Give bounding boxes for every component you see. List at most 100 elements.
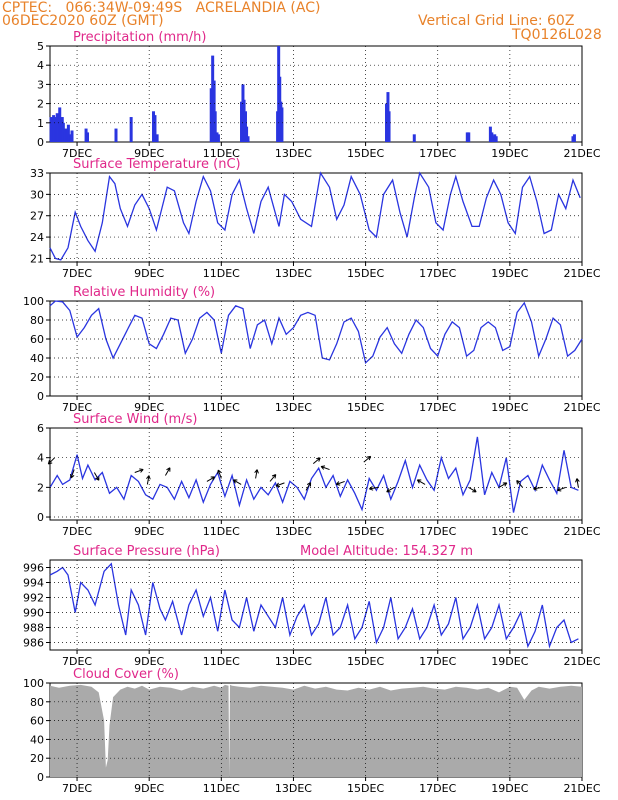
panel-title-pressure: Surface Pressure (hPa) (73, 544, 220, 559)
x-tick-label: 19DEC (491, 655, 528, 668)
precip-bar (114, 128, 118, 142)
plot-frame (49, 300, 583, 397)
precip-bar (216, 134, 220, 142)
x-tick-label: 7DEC (62, 147, 92, 160)
x-tick-label: 19DEC (491, 401, 528, 414)
wind-arrow-icon (305, 482, 312, 491)
x-tick-label: 15DEC (347, 401, 384, 414)
x-tick-label: 17DEC (419, 147, 456, 160)
wind-arrow-icon (47, 457, 56, 465)
plot-frame (49, 427, 583, 521)
x-tick-label: 21DEC (563, 655, 600, 668)
wind-arrow-icon (363, 455, 372, 463)
temp-series-line (49, 171, 581, 261)
precip-bar (467, 132, 471, 142)
panel-pressure: Surface Pressure (hPa) Model Altitude: 15… (23, 544, 601, 668)
wind-arrow-icon (575, 478, 580, 488)
x-tick-label: 15DEC (347, 147, 384, 160)
x-tick-label: 13DEC (275, 782, 312, 795)
y-tick-label: 2 (37, 481, 44, 494)
y-tick-label: 996 (23, 562, 44, 575)
panel-cloud: Cloud Cover (%) 0 20 40 60 80 100 7DEC 9DEC 11DEC… (23, 667, 601, 795)
y-tick-label: 2 (37, 98, 44, 111)
x-tick-label: 11DEC (203, 525, 240, 538)
x-tick-label: 15DEC (347, 525, 384, 538)
y-tick-label: 988 (23, 622, 44, 635)
y-tick-label: 992 (23, 592, 44, 605)
wind-arrow-icon (134, 468, 144, 473)
wind-arrow-icon (254, 469, 259, 479)
x-tick-label: 11DEC (203, 782, 240, 795)
y-tick-label: 60 (30, 715, 44, 728)
x-tick-label: 17DEC (419, 525, 456, 538)
x-tick-label: 17DEC (419, 267, 456, 280)
station-header: CPTEC: 066:34W-09:49S ACRELANDIA (AC) (2, 0, 321, 16)
x-tick-label: 11DEC (203, 655, 240, 668)
wind-arrow-icon (468, 486, 477, 493)
y-tick-label: 4 (37, 59, 44, 72)
precip-bar (491, 136, 495, 142)
pressure-series-line (49, 562, 579, 649)
y-tick-label: 100 (23, 295, 44, 308)
precip-bar (280, 107, 284, 142)
x-tick-label: 21DEC (563, 147, 600, 160)
precip-bar (86, 132, 90, 142)
panel-precip: Precipitation (mm/h) 0 1 2 3 4 5 7DEC 9DEC 11DEC 1… (37, 30, 601, 160)
y-tick-label: 0 (37, 511, 44, 524)
x-tick-label: 21DEC (563, 267, 600, 280)
plot-frame (49, 559, 583, 651)
y-tick-label: 60 (30, 333, 44, 346)
wind-arrow-icon (275, 482, 285, 488)
precip-bar (246, 136, 250, 142)
precip-bar (129, 117, 133, 142)
y-tick-label: 994 (23, 577, 44, 590)
plot-frame (49, 45, 583, 143)
y-tick-label: 21 (30, 252, 44, 265)
wind-series-line (49, 436, 579, 513)
y-tick-label: 6 (37, 422, 44, 435)
panel-title-precip: Precipitation (mm/h) (73, 30, 206, 45)
y-tick-label: 40 (30, 352, 44, 365)
y-tick-label: 3 (37, 78, 44, 91)
x-tick-label: 9DEC (134, 655, 164, 668)
wind-arrow-icon (335, 480, 345, 486)
y-tick-label: 986 (23, 637, 44, 650)
x-tick-label: 13DEC (275, 525, 312, 538)
y-tick-label: 40 (30, 733, 44, 746)
x-tick-label: 7DEC (62, 525, 92, 538)
wind-arrow-icon (146, 475, 151, 485)
y-tick-label: 20 (30, 752, 44, 765)
x-tick-label: 17DEC (419, 782, 456, 795)
panel-title-temp: Surface Temperature (nC) (73, 157, 241, 172)
rh-series-line (49, 300, 583, 365)
wind-arrow-icon (206, 476, 216, 482)
plot-frame (49, 172, 583, 263)
grid-line-note: Vertical Grid Line: 60Z (418, 13, 575, 29)
x-tick-label: 21DEC (563, 401, 600, 414)
wind-arrow-icon (232, 479, 242, 485)
x-tick-label: 19DEC (491, 525, 528, 538)
precip-bar (412, 134, 416, 142)
wind-arrow-icon (69, 469, 75, 479)
x-tick-label: 7DEC (62, 401, 92, 414)
y-tick-label: 1 (37, 117, 44, 130)
panel-title-wind: Surface Wind (m/s) (73, 412, 197, 427)
y-tick-label: 80 (30, 314, 44, 327)
cloud-cover-area (50, 684, 582, 777)
x-tick-label: 9DEC (134, 267, 164, 280)
y-tick-label: 990 (23, 607, 44, 620)
precip-bar (387, 111, 391, 142)
x-tick-label: 13DEC (275, 401, 312, 414)
y-tick-label: 4 (37, 452, 44, 465)
x-tick-label: 9DEC (134, 525, 164, 538)
wind-arrow-icon (516, 479, 523, 488)
y-tick-label: 0 (37, 390, 44, 403)
y-tick-label: 0 (37, 771, 44, 784)
x-tick-label: 21DEC (563, 782, 600, 795)
x-tick-label: 13DEC (275, 147, 312, 160)
y-tick-label: 100 (23, 677, 44, 690)
run-date-header: 06DEC2020 60Z (GMT) (2, 13, 164, 29)
x-tick-label: 19DEC (491, 147, 528, 160)
panel-rh: Relative Humidity (%) 0 20 40 60 80 100 7DEC 9DE… (23, 285, 601, 414)
